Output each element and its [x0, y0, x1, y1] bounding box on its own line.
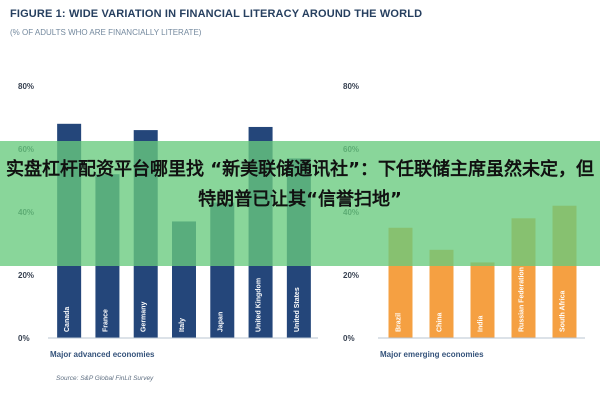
emerging-economies-category-label-2: India: [478, 316, 485, 332]
emerging-economies-category-label-4: South Africa: [560, 291, 567, 332]
overlay-banner: [0, 141, 600, 266]
advanced-economies-category-label-6: United States: [294, 287, 301, 332]
emerging-economies-y-tick-4: 0%: [343, 334, 355, 343]
emerging-economies-category-label-3: Russian Federation: [519, 267, 526, 332]
emerging-economies-category-label-0: Brazil: [396, 313, 403, 332]
advanced-economies-category-label-4: Japan: [217, 312, 224, 332]
advanced-economies-category-label-5: United Kingdom: [256, 278, 263, 332]
advanced-economies-y-tick-3: 20%: [18, 271, 34, 280]
advanced-economies-label: Major advanced economies: [50, 350, 155, 359]
emerging-economies-y-tick-3: 20%: [343, 271, 359, 280]
advanced-economies-category-label-2: Germany: [141, 302, 148, 332]
advanced-economies-category-label-0: Canada: [64, 307, 71, 332]
emerging-economies-y-tick-0: 80%: [343, 82, 359, 91]
advanced-economies-y-tick-0: 80%: [18, 82, 34, 91]
advanced-economies-category-label-3: Italy: [179, 318, 186, 332]
advanced-economies-category-label-1: France: [102, 309, 109, 332]
emerging-economies-label: Major emerging economies: [380, 350, 484, 359]
overlay-headline: 实盘杠杆配资平台哪里找 “新美联储通讯社”：下任联储主席虽然未定，但特朗普已让其…: [6, 159, 594, 210]
figure-title: FIGURE 1: WIDE VARIATION IN FINANCIAL LI…: [10, 8, 423, 20]
emerging-economies-category-label-1: China: [437, 312, 444, 332]
source-note: Source: S&P Global FinLit Survey: [56, 375, 154, 382]
figure-subtitle: (% OF ADULTS WHO ARE FINANCIALLY LITERAT…: [10, 28, 202, 37]
emerging-economies-bar-2: [470, 262, 495, 338]
advanced-economies-y-tick-4: 0%: [18, 334, 30, 343]
